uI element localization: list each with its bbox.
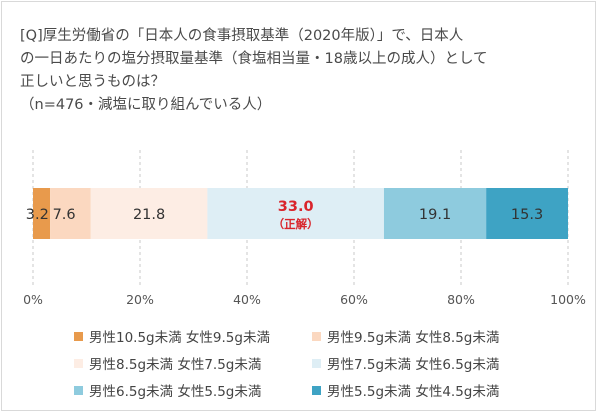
legend-label: 男性9.5g未満 女性8.5g未満 xyxy=(327,330,500,346)
legend-item: 男性9.5g未満 女性8.5g未満 xyxy=(312,326,562,346)
data-label: 21.8 xyxy=(133,207,165,223)
data-label: 33.0 xyxy=(278,199,314,215)
legend-label: 男性7.5g未満 女性6.5g未満 xyxy=(327,357,500,373)
data-sublabel: （正解） xyxy=(273,217,319,231)
legend-swatch xyxy=(74,358,83,368)
legend-item: 男性10.5g未満 女性9.5g未満 xyxy=(74,326,312,346)
data-label: 3.2 xyxy=(26,207,49,223)
bar-segment xyxy=(207,188,384,239)
legend-swatch xyxy=(312,385,321,395)
legend-item: 男性5.5g未満 女性4.5g未満 xyxy=(312,380,562,400)
legend-label: 男性8.5g未満 女性7.5g未満 xyxy=(89,357,262,373)
bar-segment xyxy=(383,188,487,239)
legend-item: 男性6.5g未満 女性5.5g未満 xyxy=(74,380,312,400)
x-tick-label: 20% xyxy=(126,292,154,307)
stacked-bar-chart: 0% 20% 40% 60% 80% 100% 3.2 7.6 21.8 33.0 （正解） 19.1… xyxy=(23,150,586,307)
legend-item: 男性7.5g未満 女性6.5g未満 xyxy=(312,353,562,373)
x-tick-label: 100% xyxy=(550,292,586,307)
legend-swatch xyxy=(312,331,321,341)
bar-segment xyxy=(486,188,568,239)
data-label: 7.6 xyxy=(53,207,76,223)
data-label: 19.1 xyxy=(419,207,451,223)
legend-label: 男性6.5g未満 女性5.5g未満 xyxy=(89,384,262,400)
x-tick-label: 40% xyxy=(233,292,261,307)
bar-segment xyxy=(90,188,208,239)
legend-label: 男性5.5g未満 女性4.5g未満 xyxy=(327,384,500,400)
legend-swatch xyxy=(312,358,321,368)
x-tick-label: 60% xyxy=(340,292,368,307)
x-tick-label: 0% xyxy=(23,292,43,307)
x-tick-label: 80% xyxy=(447,292,475,307)
legend-swatch xyxy=(74,331,83,341)
legend: 男性10.5g未満 女性9.5g未満 男性9.5g未満 女性8.5g未満男性8.5… xyxy=(74,326,574,400)
legend-swatch xyxy=(74,385,83,395)
data-label: 15.3 xyxy=(511,207,543,223)
bar-segment xyxy=(50,188,91,239)
legend-label: 男性10.5g未満 女性9.5g未満 xyxy=(89,330,270,346)
question-text: [Q]厚生労働省の「日本人の食事摂取基準（2020年版）」で、日本人 の一日あた… xyxy=(20,28,488,113)
bar-segment xyxy=(33,188,51,239)
legend-item: 男性8.5g未満 女性7.5g未満 xyxy=(74,353,312,373)
